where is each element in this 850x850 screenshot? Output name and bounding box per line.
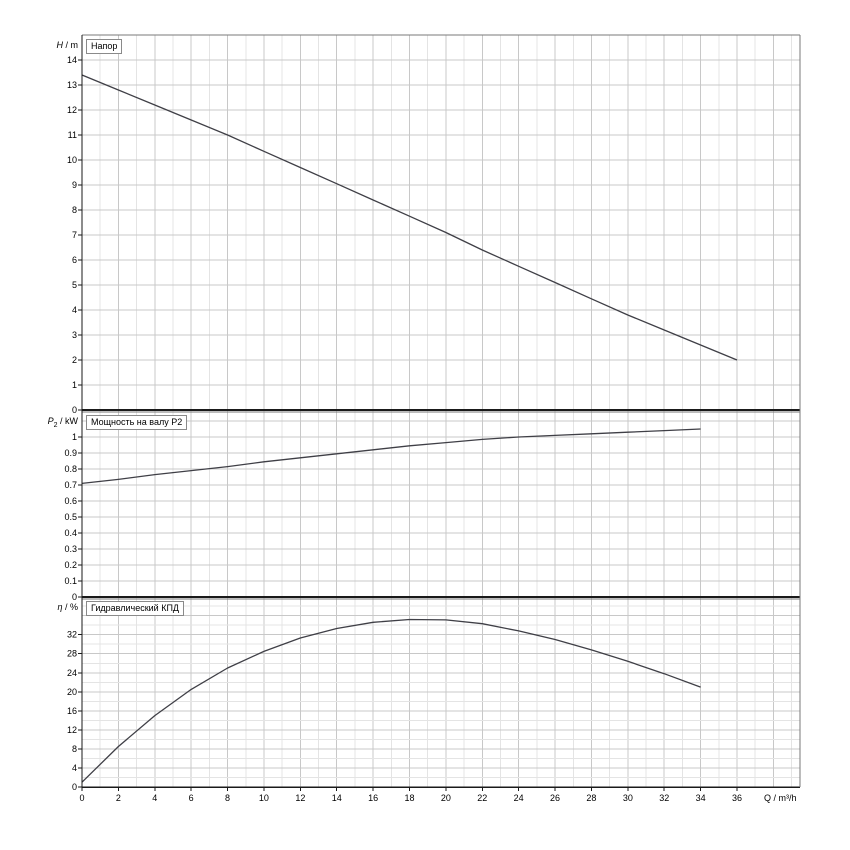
y-tick-label: 5 xyxy=(72,280,77,290)
x-tick-label: 14 xyxy=(332,793,342,803)
x-tick-label: 10 xyxy=(259,793,269,803)
y-tick-label: 0.8 xyxy=(64,464,77,474)
y-tick-label: 4 xyxy=(72,305,77,315)
y-tick-label: 0 xyxy=(72,405,77,415)
x-tick-label: 16 xyxy=(368,793,378,803)
y-tick-label: 1 xyxy=(72,432,77,442)
y-axis-title-efficiency: η / % xyxy=(34,602,78,615)
x-tick-label: 4 xyxy=(152,793,157,803)
x-tick-label: 0 xyxy=(79,793,84,803)
x-tick-label: 18 xyxy=(404,793,414,803)
y-tick-label: 10 xyxy=(67,155,77,165)
y-tick-label: 0.6 xyxy=(64,496,77,506)
y-tick-label: 24 xyxy=(67,668,77,678)
y-axis-title-power: P2 / kW xyxy=(26,416,78,429)
x-tick-label: 28 xyxy=(586,793,596,803)
efficiency-curve xyxy=(81,618,701,783)
y-tick-label: 12 xyxy=(67,725,77,735)
x-tick-label: 20 xyxy=(441,793,451,803)
y-tick-label: 14 xyxy=(67,55,77,65)
y-tick-label: 7 xyxy=(72,230,77,240)
y-tick-label: 20 xyxy=(67,687,77,697)
power-axis-symbol: P xyxy=(47,416,54,426)
y-tick-label: 9 xyxy=(72,180,77,190)
power-axis-unit: / kW xyxy=(57,416,78,426)
y-tick-label: 32 xyxy=(67,630,77,640)
x-tick-label: 30 xyxy=(623,793,633,803)
y-tick-label: 0.7 xyxy=(64,480,77,490)
panel-title-power: Мощность на валу P2 xyxy=(86,415,188,430)
efficiency-axis-symbol: η xyxy=(57,602,63,612)
x-axis-title: Q / m³/h xyxy=(764,793,797,803)
y-tick-label: 28 xyxy=(67,649,77,659)
y-tick-label: 0.2 xyxy=(64,560,77,570)
y-tick-label: 2 xyxy=(72,355,77,365)
head-curve xyxy=(81,74,738,361)
y-tick-label: 0.5 xyxy=(64,512,77,522)
x-tick-label: 32 xyxy=(659,793,669,803)
x-tick-label: 22 xyxy=(477,793,487,803)
y-tick-label: 0.4 xyxy=(64,528,77,538)
y-tick-label: 6 xyxy=(72,255,77,265)
power-curve xyxy=(81,428,701,485)
x-tick-label: 26 xyxy=(550,793,560,803)
y-tick-label: 0 xyxy=(72,592,77,602)
y-tick-label: 0 xyxy=(72,782,77,792)
y-tick-label: 8 xyxy=(72,744,77,754)
x-tick-label: 34 xyxy=(696,793,706,803)
efficiency-axis-unit: / % xyxy=(62,602,78,612)
y-axis-title-head: H / m xyxy=(30,40,79,53)
y-tick-label: 16 xyxy=(67,706,77,716)
power-axis-sub: 2 xyxy=(53,421,58,429)
head-axis-unit: / m xyxy=(63,40,79,50)
x-tick-label: 6 xyxy=(189,793,194,803)
y-tick-label: 13 xyxy=(67,80,77,90)
y-tick-label: 4 xyxy=(72,763,77,773)
x-tick-label: 2 xyxy=(116,793,121,803)
y-tick-label: 1 xyxy=(72,380,77,390)
y-tick-label: 0.1 xyxy=(64,576,77,586)
panel-title-head: Напор xyxy=(86,39,123,54)
y-tick-label: 12 xyxy=(67,105,77,115)
y-tick-label: 11 xyxy=(68,130,77,140)
x-tick-label: 12 xyxy=(295,793,305,803)
x-tick-label: 8 xyxy=(225,793,230,803)
x-tick-label: 36 xyxy=(732,793,742,803)
y-tick-label: 0.3 xyxy=(64,544,77,554)
y-tick-label: 3 xyxy=(72,330,77,340)
head-axis-symbol: H xyxy=(56,40,64,50)
x-tick-label: 24 xyxy=(514,793,524,803)
y-tick-label: 0.9 xyxy=(64,448,77,458)
y-tick-label: 8 xyxy=(72,205,77,215)
panel-title-efficiency: Гидравлический КПД xyxy=(86,601,185,616)
